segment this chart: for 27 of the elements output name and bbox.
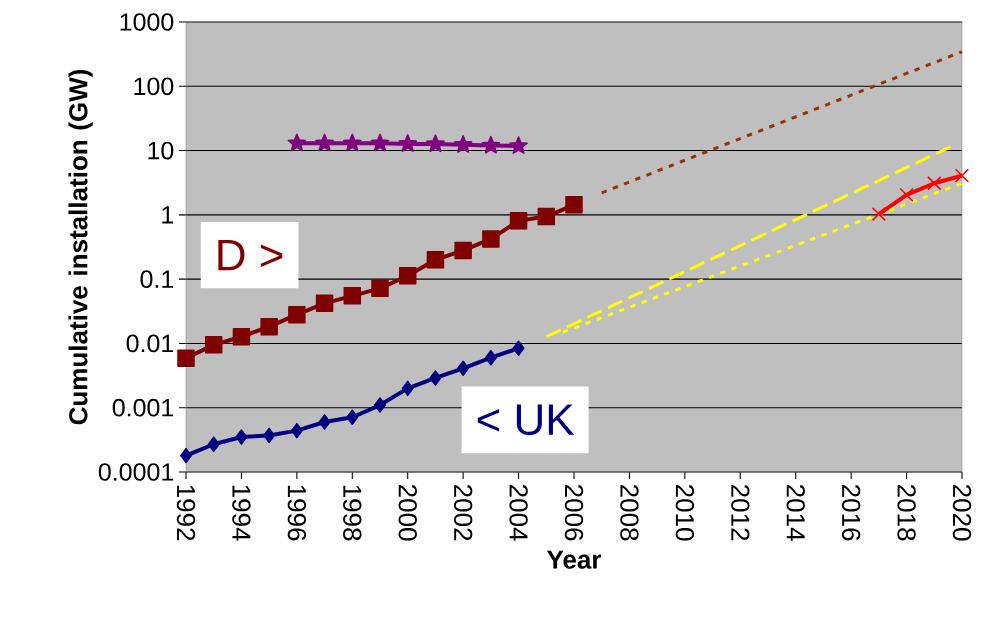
y-axis-title: Cumulative installation (GW) (68, 69, 93, 425)
x-tick-label: 2016 (841, 485, 861, 541)
x-tick-label: 2010 (675, 485, 695, 541)
x-tick-label: 2018 (897, 485, 916, 541)
y-tick-label: 0.01 (126, 334, 174, 353)
y-tick-label: 0.1 (140, 270, 174, 288)
series-label: D > (218, 239, 283, 271)
y-tick-label: 1 (162, 206, 174, 224)
y-tick-label: 0.001 (112, 398, 174, 417)
y-tick-label: 1000 (120, 13, 174, 31)
x-tick-label: 2002 (453, 485, 473, 541)
x-tick-label: 2006 (564, 485, 584, 541)
x-tick-label: 1992 (176, 485, 196, 541)
x-tick-label: 2008 (620, 485, 639, 541)
x-axis-title: Year (546, 550, 602, 569)
x-tick-label: 2000 (398, 485, 417, 541)
x-tick-label: 1996 (287, 485, 307, 541)
y-tick-label: 10 (148, 141, 174, 160)
x-tick-label: 2012 (731, 485, 750, 541)
x-tick-label: 2004 (509, 485, 528, 541)
y-tick-label: 100 (134, 77, 174, 96)
x-tick-label: 2014 (786, 485, 805, 541)
x-tick-label: 2020 (952, 485, 972, 541)
x-tick-label: 1994 (232, 485, 251, 541)
y-tick-label: 0.0001 (98, 463, 174, 481)
series-label: < UK (477, 404, 575, 436)
x-tick-label: 1998 (343, 485, 362, 541)
